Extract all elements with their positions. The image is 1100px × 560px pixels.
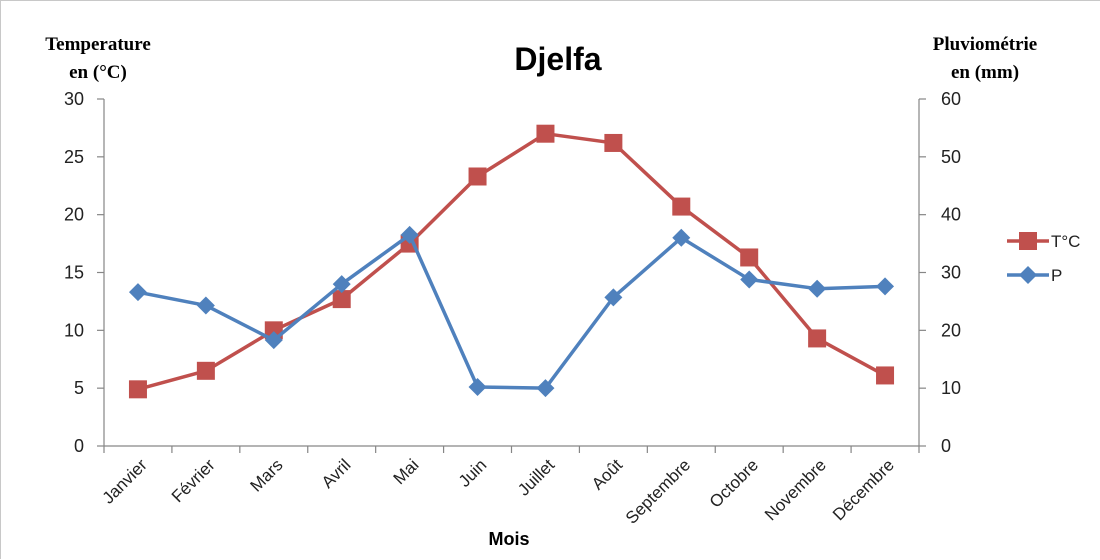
right-tick-label: 50 bbox=[941, 147, 961, 167]
legend-label: T°C bbox=[1051, 232, 1080, 251]
left-tick-label: 5 bbox=[74, 378, 84, 398]
data-point bbox=[672, 197, 691, 216]
data-point bbox=[536, 379, 555, 398]
x-tick-label: Mai bbox=[390, 455, 423, 488]
x-tick-label: Février bbox=[168, 455, 219, 506]
right-tick-label: 60 bbox=[941, 89, 961, 109]
x-tick-label: Novembre bbox=[761, 455, 830, 524]
data-point bbox=[128, 283, 147, 302]
data-point bbox=[672, 228, 691, 247]
data-point bbox=[332, 275, 351, 294]
right-tick-label: 20 bbox=[941, 320, 961, 340]
data-point bbox=[740, 270, 759, 289]
data-point bbox=[332, 290, 351, 309]
data-point bbox=[740, 248, 759, 267]
data-point bbox=[876, 366, 895, 385]
left-tick-label: 10 bbox=[64, 320, 84, 340]
right-tick-label: 0 bbox=[941, 436, 951, 456]
data-point bbox=[196, 296, 215, 315]
x-tick-label: Mars bbox=[246, 455, 286, 495]
data-point bbox=[468, 167, 487, 186]
left-axis-title: Temperature en (°C) bbox=[45, 34, 151, 83]
right-tick-label: 40 bbox=[941, 205, 961, 225]
left-tick-label: 15 bbox=[64, 263, 84, 283]
data-point bbox=[808, 279, 827, 298]
legend-marker bbox=[1019, 266, 1037, 284]
x-axis-title: Mois bbox=[488, 529, 529, 549]
series-temperature bbox=[128, 124, 895, 399]
left-tick-label: 30 bbox=[64, 89, 84, 109]
data-point bbox=[536, 124, 555, 143]
legend: T°C P bbox=[1007, 232, 1080, 285]
x-tick-label: Septembre bbox=[622, 455, 694, 527]
data-point bbox=[400, 225, 419, 244]
x-tick-label: Juillet bbox=[514, 455, 558, 499]
legend-marker bbox=[1019, 232, 1037, 250]
x-tick-label: Avril bbox=[318, 455, 355, 492]
right-axis-title: Pluviométrie en (mm) bbox=[933, 34, 1037, 83]
left-axis-title-line-1: Temperature bbox=[45, 34, 151, 55]
legend-label: P bbox=[1051, 266, 1062, 285]
left-tick-label: 20 bbox=[64, 205, 84, 225]
left-axis-ticks: 0 5 10 15 20 25 30 bbox=[64, 89, 104, 456]
data-point bbox=[468, 378, 487, 397]
x-axis-ticks: Janvier Février Mars Avril Mai Juin Juillet Aoû… bbox=[99, 446, 920, 528]
legend-item: T°C bbox=[1007, 232, 1080, 251]
data-point bbox=[808, 329, 827, 348]
legend-item: P bbox=[1007, 266, 1062, 285]
left-tick-label: 0 bbox=[74, 436, 84, 456]
x-tick-label: Décembre bbox=[829, 455, 898, 524]
data-point bbox=[128, 380, 147, 399]
x-tick-label: Août bbox=[588, 455, 626, 493]
right-axis-title-line-1: Pluviométrie bbox=[933, 34, 1037, 55]
chart-title: Djelfa bbox=[514, 41, 601, 77]
data-point bbox=[264, 331, 283, 350]
data-point bbox=[604, 288, 623, 307]
series-line bbox=[137, 233, 886, 390]
series-layer bbox=[128, 124, 895, 399]
right-tick-label: 10 bbox=[941, 378, 961, 398]
series-precipitation bbox=[128, 225, 895, 398]
x-tick-label: Juin bbox=[455, 455, 490, 490]
right-axis-title-line-2: en (mm) bbox=[951, 62, 1019, 83]
right-tick-label: 30 bbox=[941, 263, 961, 283]
x-tick-label: Janvier bbox=[99, 455, 151, 507]
left-axis-title-line-2: en (°C) bbox=[69, 62, 127, 83]
x-tick-label: Octobre bbox=[706, 455, 762, 511]
data-point bbox=[196, 361, 215, 380]
right-axis-ticks: 0 10 20 30 40 50 60 bbox=[919, 89, 961, 456]
data-point bbox=[604, 133, 623, 152]
series-line bbox=[137, 131, 886, 392]
left-tick-label: 25 bbox=[64, 147, 84, 167]
data-point bbox=[876, 277, 895, 296]
